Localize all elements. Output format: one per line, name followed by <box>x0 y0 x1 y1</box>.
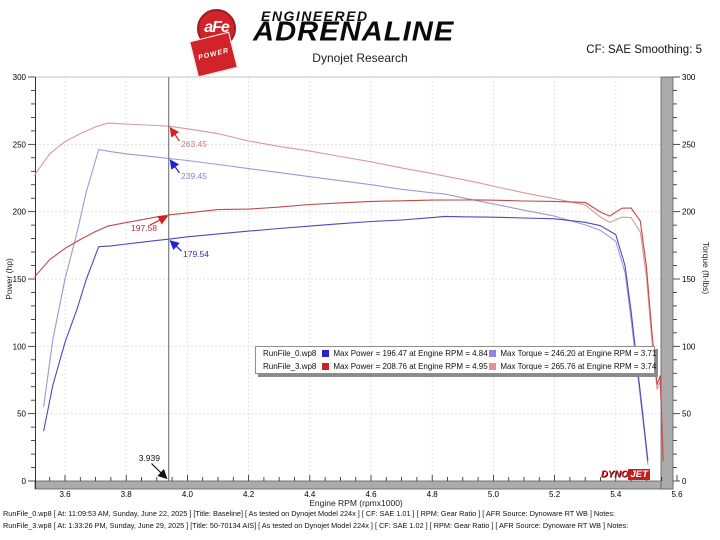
afe-power-badge: aFe POWER <box>189 9 239 78</box>
report-title: Dynojet Research <box>312 51 408 65</box>
power-swatch <box>322 350 330 357</box>
svg-text:250: 250 <box>13 140 27 149</box>
curve-runfile3-torque <box>33 122 664 463</box>
legend-max-torque: Max Torque = 265.76 at Engine RPM = 3.74 <box>500 362 657 371</box>
cursor-readout-runfile0-power: 179.54 <box>183 249 209 259</box>
svg-text:4.6: 4.6 <box>365 490 377 499</box>
legend-run-name: RunFile_3.wp8 <box>263 362 317 371</box>
svg-text:300: 300 <box>682 73 696 82</box>
svg-text:200: 200 <box>682 208 696 217</box>
run-info-footer: RunFile_0.wp8 [ At: 11:09:53 AM, Sunday,… <box>3 508 628 532</box>
x-axis-title: Engine RPM (rpmx1000) <box>309 498 403 508</box>
afe-badge-text: aFe <box>204 19 230 36</box>
legend-row-runfile0: RunFile_0.wp8 Max Power = 196.47 at Engi… <box>256 347 657 360</box>
legend-max-power: Max Power = 208.76 at Engine RPM = 4.95 <box>333 362 488 371</box>
smoothing-setting: CF: SAE Smoothing: 5 <box>586 44 702 56</box>
torque-swatch <box>489 363 497 370</box>
svg-text:4.8: 4.8 <box>427 490 439 499</box>
svg-text:0: 0 <box>682 477 687 486</box>
svg-text:5.6: 5.6 <box>671 490 683 499</box>
svg-text:3.6: 3.6 <box>59 490 71 499</box>
svg-text:100: 100 <box>13 342 27 351</box>
cursor-readout-runfile0-torque: 239.45 <box>181 171 207 181</box>
left-axis-title: Power (hp) <box>4 258 14 300</box>
curve-runfile3-power <box>33 199 664 462</box>
svg-text:0: 0 <box>22 477 27 486</box>
svg-text:4.4: 4.4 <box>304 490 316 499</box>
svg-text:200: 200 <box>13 208 27 217</box>
run-info-line-0: RunFile_0.wp8 [ At: 11:09:53 AM, Sunday,… <box>3 509 616 518</box>
svg-text:100: 100 <box>682 342 696 351</box>
svg-text:4.0: 4.0 <box>182 490 194 499</box>
svg-text:50: 50 <box>682 410 691 419</box>
cursor-group[interactable]: 263.45 239.45 197.58 179.54 3.939 <box>131 77 209 481</box>
legend-max-power: Max Power = 196.47 at Engine RPM = 4.84 <box>333 349 488 358</box>
svg-text:5.2: 5.2 <box>549 490 561 499</box>
run-info-line-1: RunFile_3.wp8 [ At: 1:33:26 PM, Sunday, … <box>3 521 629 530</box>
dynojet-logo: DYNO JET <box>601 469 650 480</box>
cursor-readout-runfile3-power: 197.58 <box>131 223 157 233</box>
right-axis-title: Torque (ft-lbs) <box>701 242 711 295</box>
legend-row-runfile3: RunFile_3.wp8 Max Power = 208.76 at Engi… <box>256 360 657 373</box>
afe-adrenaline-logo: aFe POWER ENGINEERED ADRENALINE <box>0 0 720 78</box>
svg-text:3.8: 3.8 <box>121 490 133 499</box>
svg-text:5.0: 5.0 <box>488 490 500 499</box>
curve-runfile0-power <box>43 215 649 461</box>
legend-max-torque: Max Torque = 246.20 at Engine RPM = 3.71 <box>500 349 657 358</box>
legend-run-name: RunFile_0.wp8 <box>263 349 317 358</box>
axis-ticks: 0 0 50 50 100 100 150 150 200 200 250 250 300 300 3.6 3… <box>13 73 696 499</box>
svg-text:5.4: 5.4 <box>610 490 622 499</box>
dyno-curves <box>33 122 664 465</box>
axis-frame <box>34 76 674 490</box>
engineered-text: ENGINEERED <box>261 8 369 24</box>
dyno-text: DYNO <box>601 469 629 480</box>
svg-text:150: 150 <box>682 275 696 284</box>
curve-runfile0-torque <box>43 148 649 465</box>
cursor-rpm-label: 3.939 <box>139 453 161 463</box>
adrenaline-text: ADRENALINE <box>253 16 455 47</box>
svg-text:50: 50 <box>17 410 26 419</box>
legend-box[interactable]: RunFile_0.wp8 Max Power = 196.47 at Engi… <box>255 346 657 374</box>
svg-text:300: 300 <box>13 73 27 82</box>
power-swatch <box>322 363 330 370</box>
svg-text:4.2: 4.2 <box>243 490 255 499</box>
svg-text:250: 250 <box>682 140 696 149</box>
torque-swatch <box>489 350 497 357</box>
cursor-readout-runfile3-torque: 263.45 <box>181 139 207 149</box>
svg-text:150: 150 <box>13 275 27 284</box>
axis-titles: Power (hp) Torque (ft-lbs) Engine RPM (rpm… <box>4 242 711 508</box>
gridlines <box>35 76 661 481</box>
jet-text: JET <box>628 469 650 480</box>
